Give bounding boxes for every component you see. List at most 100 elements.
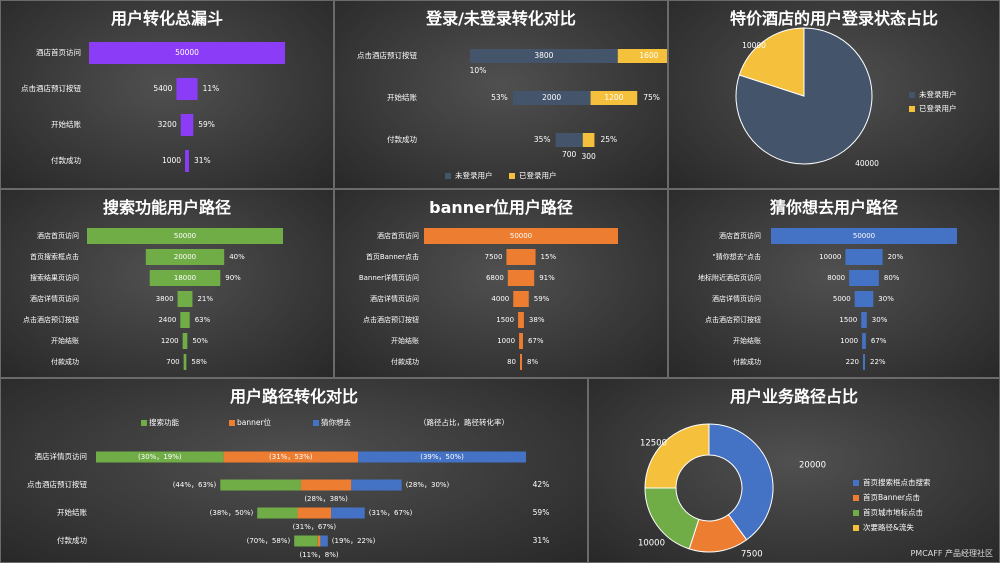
value-label: 5400 bbox=[153, 84, 172, 93]
annotation: （路径占比，路径转化率） bbox=[419, 417, 509, 427]
value-label: 2000 bbox=[542, 93, 561, 102]
slice-label: 7500 bbox=[741, 550, 763, 560]
value-label: 3800 bbox=[534, 51, 553, 60]
bar-not-logged-in bbox=[555, 133, 583, 147]
rate-label: 90% bbox=[225, 274, 241, 282]
legend-label: 猜你想去 bbox=[321, 417, 351, 427]
value-label: 1200 bbox=[604, 93, 623, 102]
chart-title: 搜索功能用户路径 bbox=[102, 198, 231, 217]
funnel-bar bbox=[849, 270, 879, 286]
category-label: 首页Banner点击 bbox=[366, 252, 419, 261]
value-label: 50000 bbox=[175, 48, 199, 57]
pair-label: (31%，53%) bbox=[269, 453, 313, 461]
funnel-bar bbox=[513, 291, 529, 307]
chart-title: 用户路径转化对比 bbox=[229, 387, 358, 406]
category-label: 开始结账 bbox=[733, 336, 761, 345]
bar-logged-in bbox=[617, 49, 667, 63]
category-label: 付款成功 bbox=[733, 357, 761, 366]
bar-logged-in bbox=[582, 133, 595, 147]
value-label: 6800 bbox=[486, 274, 504, 282]
rate-label: 75% bbox=[643, 93, 660, 102]
stacked-bar bbox=[223, 451, 359, 463]
rate-label: 53% bbox=[491, 93, 508, 102]
legend-swatch bbox=[313, 420, 319, 426]
value-label: 1200 bbox=[161, 337, 179, 345]
category-label: 付款成功 bbox=[51, 357, 79, 366]
funnel-bar bbox=[862, 333, 866, 349]
chart-panel-login-pie: 特价酒店的用户登录状态占比 10000 40000 未登录用户 已登录用户 bbox=[668, 0, 1000, 189]
rate-label: 31% bbox=[194, 156, 211, 165]
value-label: 220 bbox=[846, 358, 859, 366]
pair-label: (31%，67%) bbox=[293, 523, 337, 531]
rate-label: 30% bbox=[878, 295, 894, 303]
rate-label: 11% bbox=[203, 84, 220, 93]
category-label: 开始结账 bbox=[51, 119, 81, 129]
category-label: 开始结账 bbox=[57, 507, 87, 517]
category-label: 首页搜索框点击 bbox=[30, 252, 79, 261]
category-label: 点击酒店预订按钮 bbox=[363, 315, 419, 324]
category-label: 酒店首页访问 bbox=[377, 231, 419, 240]
funnel-bar bbox=[507, 270, 535, 286]
category-label: 开始结账 bbox=[387, 92, 417, 102]
value-label: 20000 bbox=[174, 253, 196, 261]
legend-swatch bbox=[853, 495, 859, 501]
chart-panel-banner-path: banner位用户路径 酒店首页访问 50000 首页Banner点击 7500 15%… bbox=[334, 189, 668, 378]
legend-swatch bbox=[909, 92, 915, 98]
pair-label: (19%，22%) bbox=[332, 537, 376, 545]
category-label: 酒店首页访问 bbox=[37, 231, 79, 240]
rate-label: 50% bbox=[192, 337, 208, 345]
stacked-bar bbox=[300, 479, 352, 491]
category-label: Banner详情页访问 bbox=[359, 273, 419, 282]
rate-label: 59% bbox=[534, 295, 550, 303]
stacked-bar bbox=[358, 451, 526, 463]
funnel-bar bbox=[771, 228, 957, 244]
rate-label: 63% bbox=[195, 316, 211, 324]
total-rate: 31% bbox=[533, 536, 550, 545]
value-label: 300 bbox=[581, 152, 596, 161]
bar-not-logged-in bbox=[512, 91, 591, 105]
pair-label: (39%，50%) bbox=[420, 453, 464, 461]
category-label: 酒店首页访问 bbox=[36, 47, 81, 57]
category-label: 酒店详情页访问 bbox=[30, 294, 79, 303]
pair-label: (70%，58%) bbox=[247, 537, 291, 545]
value-label: 80 bbox=[507, 358, 516, 366]
funnel-bar bbox=[183, 354, 187, 370]
legend-label: 首页城市地标点击 bbox=[863, 507, 923, 517]
funnel-bar bbox=[87, 228, 283, 244]
stacked-bar bbox=[294, 535, 318, 547]
rate-label: 59% bbox=[198, 120, 215, 129]
rate-label: 15% bbox=[541, 253, 557, 261]
rate-label: 20% bbox=[888, 253, 904, 261]
funnel-bar bbox=[180, 114, 194, 136]
chart-title: 猜你想去用户路径 bbox=[769, 198, 898, 217]
pair-label: (38%，50%) bbox=[210, 509, 254, 517]
chart-svg: 20000 7500 10000 12500 首页搜索框点击搜索首页Banner点击首页… bbox=[638, 423, 931, 560]
funnel-bar bbox=[519, 333, 523, 349]
chart-svg: 酒店首页访问 50000 首页搜索框点击 20000 40% 搜索结果页访问 18000 90… bbox=[23, 228, 283, 370]
rate-label: 30% bbox=[872, 316, 888, 324]
category-label: 点击酒店预订按钮 bbox=[27, 479, 87, 489]
value-label: 18000 bbox=[174, 274, 196, 282]
legend-label: 已登录用户 bbox=[519, 170, 557, 180]
chart-title: 特价酒店的用户登录状态占比 bbox=[729, 9, 938, 28]
pair-label: (11%，8%) bbox=[299, 551, 338, 559]
category-label: 开始结账 bbox=[51, 336, 79, 345]
funnel-bar bbox=[89, 42, 285, 64]
legend-swatch bbox=[853, 510, 859, 516]
category-label: 酒店详情页访问 bbox=[712, 294, 761, 303]
funnel-bar bbox=[182, 333, 188, 349]
legend-label: 搜索功能 bbox=[149, 417, 179, 427]
pair-label: (28%，38%) bbox=[304, 495, 348, 503]
funnel-bar bbox=[863, 354, 865, 370]
pie-slice bbox=[738, 27, 805, 97]
rate-label: 67% bbox=[528, 337, 544, 345]
funnel-bar bbox=[518, 312, 524, 328]
value-label: 700 bbox=[562, 150, 577, 159]
category-label: 点击酒店预订按钮 bbox=[705, 315, 761, 324]
legend-swatch bbox=[853, 480, 859, 486]
value-label: 5000 bbox=[833, 295, 851, 303]
slice-label: 10000 bbox=[638, 539, 665, 549]
value-label: 700 bbox=[166, 358, 179, 366]
legend-label: banner位 bbox=[237, 417, 272, 427]
